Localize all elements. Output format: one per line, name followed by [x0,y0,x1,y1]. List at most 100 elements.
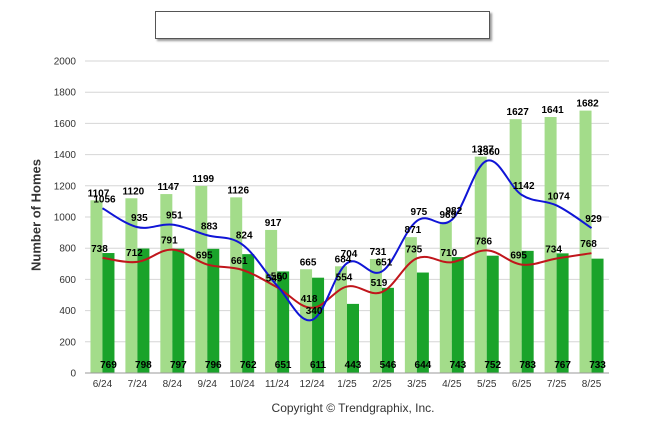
data-label-sold: 767 [554,360,571,371]
data-label-sold: 644 [415,360,432,371]
y-tick-label: 1400 [54,150,77,161]
data-label-new-listing: 1074 [547,191,570,202]
data-label-pended: 768 [580,239,597,250]
x-tick-label: 10/24 [230,379,255,390]
x-tick-label: 7/24 [128,379,148,390]
data-label-sold: 796 [205,360,222,371]
data-label-new-listing: 1142 [513,181,535,192]
data-label-for-sale: 969 [439,210,456,221]
data-label-sold: 762 [240,360,257,371]
data-label-pended: 554 [336,273,353,284]
data-label-new-listing: 883 [201,221,218,232]
data-label-for-sale: 871 [405,225,422,236]
y-tick-label: 2000 [54,57,77,68]
line-pended [102,248,592,309]
bar-sold [172,248,185,373]
bar-for-sale [474,156,487,373]
data-label-for-sale: 1387 [472,145,495,156]
data-label-pended: 710 [440,248,457,259]
x-tick-label: 7/25 [547,379,567,390]
x-tick-label: 11/24 [265,379,290,390]
data-label-sold: 798 [135,360,152,371]
data-label-new-listing: 340 [306,306,323,317]
x-tick-label: 2/25 [372,379,392,390]
data-label-sold: 783 [519,360,536,371]
legend [155,11,490,39]
bar-for-sale [369,258,382,373]
data-label-pended: 735 [406,244,423,255]
x-tick-label: 6/25 [512,379,532,390]
bar-for-sale [160,194,173,373]
data-label-for-sale: 1199 [192,174,214,185]
data-label-for-sale: 1627 [507,107,530,118]
data-label-pended: 695 [510,251,527,262]
bar-sold [102,253,115,373]
bar-for-sale [544,117,557,373]
data-label-new-listing: 951 [166,211,183,222]
data-label-new-listing: 929 [585,214,602,225]
bar-for-sale [125,198,138,373]
data-label-sold: 752 [484,360,501,371]
data-label-for-sale: 1126 [227,185,249,196]
bar-sold [416,272,429,373]
data-label-pended: 734 [545,244,562,255]
bar-sold [381,287,394,373]
y-axis-label: Number of Homes [28,159,44,271]
data-label-sold: 733 [589,360,606,371]
data-label-pended: 418 [301,294,318,305]
bar-for-sale [230,197,243,373]
x-tick-label: 12/24 [300,379,325,390]
data-label-new-listing: 1360 [478,147,501,158]
data-label-new-listing: 704 [341,249,358,260]
copyright-text: Copyright © Trendgraphix, Inc. [271,401,435,415]
bar-sold [312,277,325,373]
data-label-pended: 786 [475,236,492,247]
bar-for-sale [300,269,313,373]
data-label-pended: 791 [161,236,178,247]
y-tick-label: 0 [70,369,76,380]
bar-for-sale [579,110,592,373]
bar-sold [347,303,359,373]
x-tick-label: 8/24 [163,379,183,390]
data-label-for-sale: 1107 [88,188,110,199]
bar-for-sale [265,229,278,373]
y-tick-label: 1800 [54,88,77,99]
bar-sold [242,254,255,373]
data-label-for-sale: 665 [300,257,317,268]
data-label-new-listing: 982 [445,206,462,217]
x-tick-label: 9/24 [198,379,218,390]
data-label-new-listing: 560 [271,272,288,283]
bar-sold [521,250,534,373]
data-label-pended: 738 [91,244,108,255]
data-label-for-sale: 1641 [541,105,564,116]
bar-for-sale [404,237,417,373]
bar-sold [486,255,499,373]
data-label-pended: 712 [126,248,143,259]
data-label-pended: 519 [371,278,388,289]
bar-sold [207,248,220,373]
y-tick-label: 600 [59,275,76,286]
y-tick-label: 400 [59,306,76,317]
bar-for-sale [509,119,522,373]
bar-for-sale [439,221,452,373]
data-label-sold: 546 [380,360,397,371]
data-label-sold: 797 [170,360,187,371]
data-label-new-listing: 651 [376,257,393,268]
x-tick-label: 6/24 [93,379,113,390]
bar-for-sale [90,200,103,373]
x-tick-label: 4/25 [442,379,462,390]
bar-for-sale [335,266,347,373]
data-label-sold: 651 [275,360,292,371]
data-label-sold: 443 [345,360,362,371]
data-label-for-sale: 1147 [157,182,179,193]
y-tick-label: 1000 [54,213,77,224]
data-label-sold: 769 [100,360,117,371]
data-label-for-sale: 917 [265,218,282,229]
data-label-new-listing: 824 [236,230,253,241]
x-tick-label: 8/25 [582,379,602,390]
y-tick-label: 1600 [54,119,77,130]
data-label-for-sale: 684 [335,254,352,265]
x-tick-label: 5/25 [477,379,497,390]
line-new-listing [101,159,593,322]
